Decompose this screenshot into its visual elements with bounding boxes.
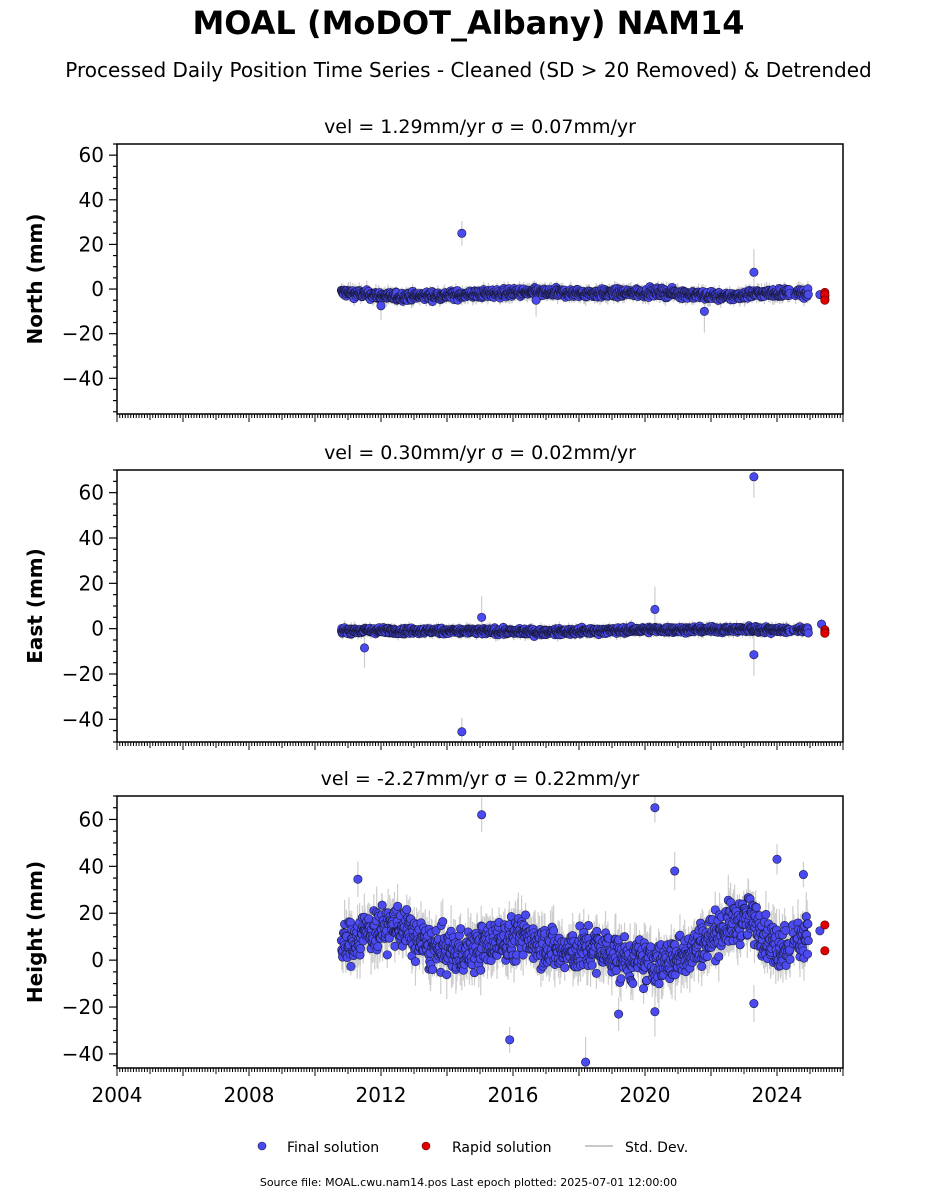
y-tick-label: 0 <box>91 277 104 301</box>
plot-area <box>336 220 830 333</box>
rapid-solution-series <box>820 287 830 305</box>
y-tick-label: 40 <box>79 188 104 212</box>
final-solution-series <box>336 228 825 316</box>
final-point <box>803 290 813 300</box>
panel-title: vel = 1.29mm/yr σ = 0.07mm/yr <box>324 116 636 138</box>
y-tick-label: 20 <box>79 232 104 256</box>
panel-title: vel = 0.30mm/yr σ = 0.02mm/yr <box>324 442 636 464</box>
y-axis-label: North (mm) <box>23 213 47 344</box>
plot-area <box>336 470 830 742</box>
y-tick-label: 60 <box>79 143 104 167</box>
final-solution-series <box>336 472 827 737</box>
final-point <box>803 628 813 638</box>
y-tick-label: −20 <box>62 322 104 346</box>
final-point <box>376 301 386 311</box>
page-title: MOAL (MoDOT_Albany) NAM14 <box>192 4 745 42</box>
final-point <box>531 295 541 305</box>
y-tick-label: −40 <box>62 366 104 390</box>
stddev-bars <box>340 470 809 742</box>
plot-frame <box>116 143 844 415</box>
panel-north: vel = 1.29mm/yr σ = 0.07mm/yr −40 −20 0 20 40… <box>23 116 844 422</box>
stddev-bars <box>340 220 809 333</box>
final-point <box>749 267 759 277</box>
panel-east: vel = 0.30mm/yr σ = 0.02mm/yr−40−2002040… <box>23 442 844 750</box>
page-subtitle: Processed Daily Position Time Series - C… <box>65 58 872 82</box>
rapid-point <box>820 295 830 305</box>
final-point <box>699 306 709 316</box>
final-point <box>457 228 467 238</box>
